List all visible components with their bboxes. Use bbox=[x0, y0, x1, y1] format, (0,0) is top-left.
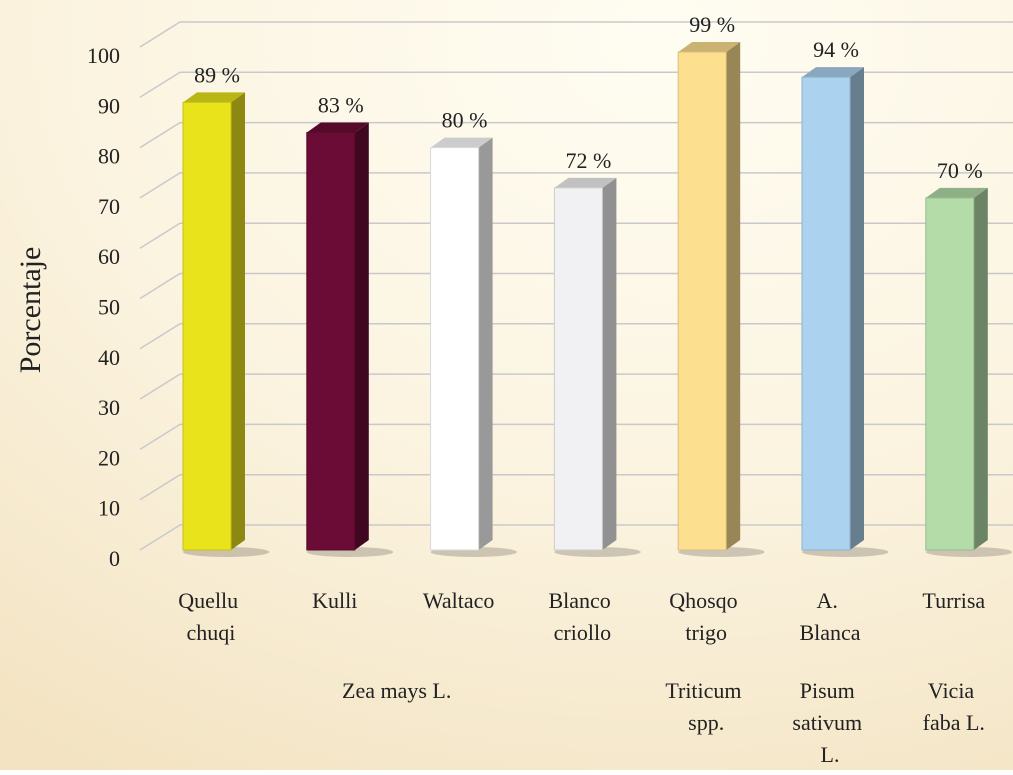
y-tick-label: 60 bbox=[98, 244, 120, 269]
bar-side bbox=[850, 67, 864, 551]
x-tick-label: Kulli bbox=[312, 588, 357, 613]
y-tick-label: 50 bbox=[98, 295, 120, 320]
bar bbox=[677, 51, 727, 551]
bar-top bbox=[430, 137, 493, 148]
y-tick-label: 40 bbox=[98, 345, 120, 370]
bar-top bbox=[925, 187, 988, 198]
data-label: 89 % bbox=[194, 62, 240, 87]
group-label: Zea mays L. bbox=[342, 678, 451, 703]
data-label: 80 % bbox=[442, 108, 488, 133]
bar bbox=[801, 76, 851, 551]
bar-top bbox=[678, 42, 741, 53]
y-axis-label: Porcentaje bbox=[14, 247, 47, 374]
bar-top bbox=[554, 177, 617, 188]
y-tick-label: 70 bbox=[98, 194, 120, 219]
y-tick-label: 10 bbox=[98, 496, 120, 521]
x-tick-label: Qhosqo trigo bbox=[669, 588, 743, 645]
x-tick-label: Turrisa bbox=[922, 588, 985, 613]
bar-side bbox=[973, 187, 988, 550]
x-tick-label: A. Blanca bbox=[799, 588, 860, 645]
bar bbox=[306, 132, 356, 551]
data-label: 72 % bbox=[565, 148, 611, 173]
y-tick-label: 20 bbox=[98, 445, 120, 470]
bar-top bbox=[306, 122, 369, 133]
bar bbox=[553, 187, 603, 551]
bar-side bbox=[478, 137, 493, 550]
bar-side bbox=[602, 177, 617, 550]
x-tick-label: Quellu chuqi bbox=[178, 588, 243, 645]
data-label: 99 % bbox=[689, 12, 735, 37]
grid-line bbox=[139, 21, 1013, 48]
bar bbox=[430, 147, 480, 551]
y-tick-label: 100 bbox=[87, 43, 120, 68]
bar-top bbox=[802, 67, 864, 78]
data-label: 83 % bbox=[318, 93, 364, 118]
bar-top bbox=[183, 92, 245, 103]
data-label: 94 % bbox=[813, 37, 859, 62]
group-label: Triticum spp. bbox=[665, 678, 747, 735]
data-label: 70 % bbox=[937, 158, 983, 183]
y-tick-label: 90 bbox=[98, 93, 120, 118]
group-label: Pisum sativum L. bbox=[792, 678, 867, 767]
bar-side bbox=[726, 42, 741, 550]
x-tick-label: Waltaco bbox=[423, 588, 495, 613]
bar-side bbox=[231, 92, 245, 550]
bar bbox=[925, 197, 975, 551]
x-tick-label: Blanco criollo bbox=[548, 588, 616, 645]
y-tick-label: 30 bbox=[98, 395, 120, 420]
y-tick-label: 0 bbox=[109, 546, 120, 571]
y-tick-label: 80 bbox=[98, 144, 120, 169]
group-label: Vicia faba L. bbox=[923, 678, 985, 735]
bar bbox=[182, 101, 232, 551]
bar-side bbox=[354, 122, 369, 550]
